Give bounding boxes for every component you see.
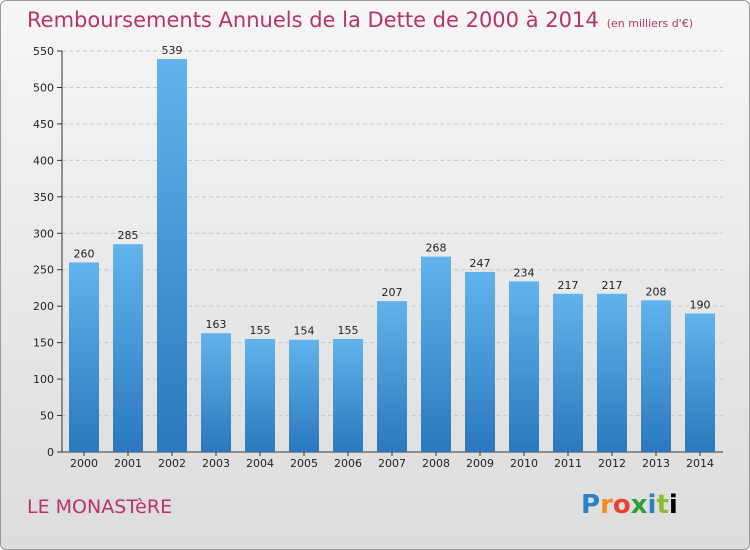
y-tick-label-300: 300 (33, 227, 54, 240)
y-tick-label-550: 550 (33, 45, 54, 58)
value-label-2012: 217 (602, 279, 623, 292)
bar-2000 (69, 262, 99, 452)
value-label-2014: 190 (690, 298, 711, 311)
bar-2002 (157, 59, 187, 453)
bar-2011 (553, 293, 583, 452)
x-tick-label-2009: 2009 (466, 457, 494, 470)
x-tick-label-2004: 2004 (246, 457, 274, 470)
x-tick-label-2001: 2001 (114, 457, 142, 470)
bar-2001 (113, 244, 143, 452)
town-name: LE MONASTèRE (27, 496, 173, 518)
x-tick-label-2002: 2002 (158, 457, 186, 470)
y-tick-label-100: 100 (33, 373, 54, 386)
x-tick-label-2008: 2008 (422, 457, 450, 470)
y-tick-label-200: 200 (33, 300, 54, 313)
value-label-2013: 208 (646, 285, 667, 298)
bar-2013 (641, 300, 671, 452)
bar-2010 (509, 281, 539, 452)
y-tick-label-400: 400 (33, 154, 54, 167)
bar-2003 (201, 333, 231, 452)
value-label-2007: 207 (382, 286, 403, 299)
bar-2009 (465, 271, 495, 452)
value-label-2004: 155 (250, 324, 271, 337)
bar-2012 (597, 293, 627, 452)
x-tick-label-2006: 2006 (334, 457, 362, 470)
bars (69, 59, 715, 453)
value-label-2002: 539 (162, 44, 183, 57)
proxiti-logo: Proxiti (581, 490, 678, 520)
y-tick-label-150: 150 (33, 337, 54, 350)
x-tick-label-2012: 2012 (598, 457, 626, 470)
value-label-2008: 268 (426, 242, 447, 255)
x-tick-label-2010: 2010 (510, 457, 538, 470)
y-tick-label-500: 500 (33, 81, 54, 94)
value-label-2003: 163 (206, 318, 227, 331)
title-text: Remboursements Annuels de la Dette de 20… (27, 8, 599, 32)
y-tick-label-0: 0 (47, 446, 54, 459)
value-label-2005: 154 (294, 325, 315, 338)
value-label-2009: 247 (470, 257, 491, 270)
bar-2006 (333, 338, 363, 452)
x-tick-label-2013: 2013 (642, 457, 670, 470)
y-tick-label-450: 450 (33, 118, 54, 131)
bar-2014 (685, 313, 715, 452)
chart-title: Remboursements Annuels de la Dette de 20… (27, 8, 693, 32)
x-tick-label-2000: 2000 (70, 457, 98, 470)
title-unit: (en milliers d'€) (606, 17, 693, 30)
y-tick-label-50: 50 (40, 410, 54, 423)
bar-2004 (245, 338, 275, 452)
labels: 260 2000 285 2001 539 2002 163 2003 155 2004 154 20… (70, 44, 714, 470)
bar-2005 (289, 339, 319, 452)
value-label-2001: 285 (118, 229, 139, 242)
bar-2007 (377, 301, 407, 452)
value-label-2006: 155 (338, 324, 359, 337)
x-tick-label-2014: 2014 (686, 457, 714, 470)
value-label-2010: 234 (514, 266, 535, 279)
x-tick-label-2011: 2011 (554, 457, 582, 470)
value-label-2011: 217 (558, 279, 579, 292)
x-tick-label-2005: 2005 (290, 457, 318, 470)
bar-2008 (421, 256, 451, 452)
y-tick-label-350: 350 (33, 191, 54, 204)
y-tick-label-250: 250 (33, 264, 54, 277)
x-tick-label-2003: 2003 (202, 457, 230, 470)
value-label-2000: 260 (74, 247, 95, 260)
x-tick-label-2007: 2007 (378, 457, 406, 470)
